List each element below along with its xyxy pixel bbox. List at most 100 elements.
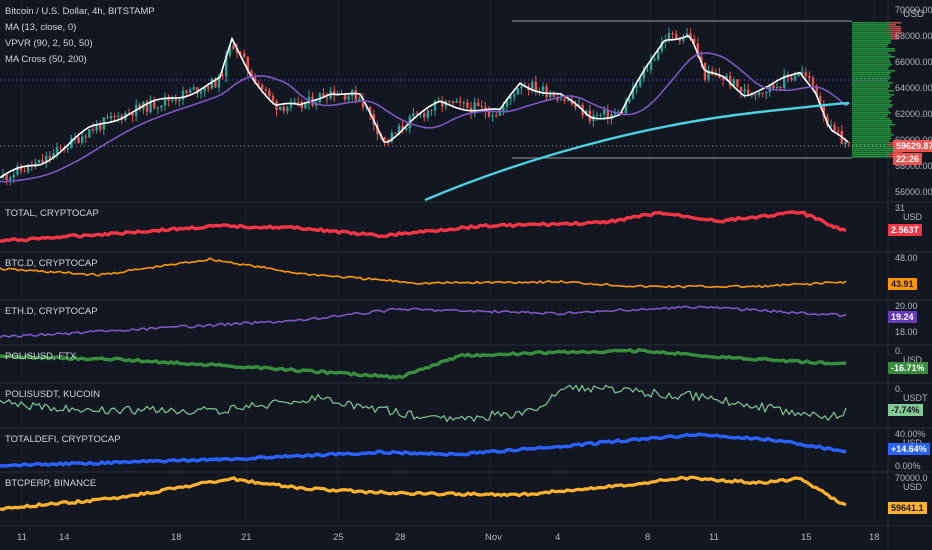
panel-value-tag-1: 2.563T — [888, 224, 923, 236]
candle-body — [624, 102, 627, 114]
vpvr-bar — [852, 106, 892, 108]
candle-body — [271, 95, 275, 101]
candle-body — [81, 136, 84, 143]
candle-body — [16, 166, 19, 175]
ma13-line — [0, 34, 849, 179]
candle-body — [757, 92, 761, 96]
symbol-title[interactable]: Bitcoin / U.S. Dollar, 4h, BITSTAMP — [5, 6, 155, 17]
candle-body — [55, 147, 59, 154]
vpvr-bar — [852, 86, 890, 88]
candle-body — [300, 101, 303, 109]
candle-body — [52, 153, 55, 159]
candle-body — [743, 89, 746, 92]
vpvr-bar — [852, 32, 889, 34]
candle-body — [815, 85, 818, 97]
panel-value-tag-3: 19.24 — [888, 311, 917, 323]
candle-body — [804, 72, 807, 77]
panel-legend-2[interactable]: BTC.D, CRYPTOCAP — [5, 258, 98, 269]
vpvr-bar — [852, 116, 887, 118]
vpvr-bar — [852, 42, 891, 44]
panel-legend-7[interactable]: BTCPERP, BINANCE — [5, 478, 97, 489]
candle-body — [455, 101, 458, 103]
candle-body — [27, 164, 30, 172]
panel-legend-5[interactable]: POLISUSDT, KUCOIN — [5, 389, 101, 400]
candle-body — [779, 86, 782, 88]
candle-body — [649, 60, 653, 70]
candle-body — [642, 70, 645, 79]
candle-body — [358, 98, 361, 101]
candle-body — [59, 147, 62, 149]
vpvr-bar — [852, 72, 891, 74]
vpvr-bar — [852, 142, 889, 144]
panel-legend-6[interactable]: TOTALDEFI, CRYPTOCAP — [5, 434, 121, 445]
candle-body — [563, 98, 566, 101]
candle-body — [696, 43, 699, 57]
vpvr-bar — [852, 24, 888, 26]
candle-body — [531, 81, 534, 91]
panel-axis-tick: 0. — [895, 346, 903, 356]
candle-body — [819, 96, 822, 106]
vpvr-bar — [852, 144, 888, 146]
candle-body — [433, 101, 437, 111]
candle-body — [325, 97, 329, 99]
candle-body — [505, 99, 509, 107]
candle-body — [639, 78, 642, 87]
candle-body — [783, 74, 786, 88]
candle-body — [199, 91, 203, 94]
vpvr-bar — [852, 60, 890, 62]
candle-body — [160, 105, 163, 108]
vpvr-bar — [887, 154, 896, 156]
candle-body — [117, 115, 120, 117]
candle-body — [772, 84, 775, 88]
candle-body — [847, 142, 851, 144]
vpvr-legend[interactable]: VPVR (90, 2, 50, 50) — [5, 38, 93, 49]
ma-legend[interactable]: MA (13, close, 0) — [5, 22, 77, 33]
candle-body — [109, 115, 113, 119]
panel-axis-tick: 0.00% — [895, 461, 921, 471]
panel-legend-4[interactable]: POLISUSD, FTX — [5, 351, 77, 362]
candle-body — [495, 115, 498, 117]
candle-body — [268, 90, 271, 96]
vpvr-bar — [889, 32, 902, 34]
candle-body — [801, 72, 804, 75]
candle-body — [279, 106, 282, 111]
vpvr-bar — [892, 152, 903, 154]
candle-body — [88, 129, 91, 138]
candle-body — [448, 100, 451, 102]
panel-series-3 — [0, 305, 847, 339]
candle-body — [189, 89, 192, 93]
candle-body — [595, 114, 599, 116]
candle-body — [401, 125, 404, 130]
candle-body — [498, 112, 501, 116]
candle-body — [613, 113, 617, 115]
panel-legend-1[interactable]: TOTAL, CRYPTOCAP — [5, 208, 99, 219]
vpvr-bar — [852, 124, 895, 126]
vpvr-bar — [852, 110, 889, 112]
vpvr-bar — [852, 88, 888, 90]
last-price-tag: 59629.87 — [893, 140, 932, 152]
candle-body — [264, 89, 267, 91]
candle-body — [646, 69, 649, 71]
time-axis-label: 21 — [241, 532, 252, 543]
vpvr-bar — [852, 70, 895, 72]
vpvr-bar — [852, 28, 888, 30]
panel-axis-tick: 0. — [895, 384, 903, 394]
candle-body — [181, 90, 185, 100]
candle-body — [574, 103, 577, 108]
candle-body — [45, 155, 48, 163]
candle-body — [703, 62, 707, 80]
panel-currency-label: USDT — [903, 393, 928, 403]
candle-body — [239, 52, 242, 54]
candle-body — [570, 100, 573, 104]
time-axis-label: 18 — [171, 532, 182, 543]
candle-body — [739, 86, 743, 92]
ma-cross-legend[interactable]: MA Cross (50, 200) — [5, 54, 87, 65]
panel-series-2 — [0, 257, 847, 289]
candle-body — [462, 102, 465, 104]
panel-legend-3[interactable]: ETH.D, CRYPTOCAP — [5, 306, 98, 317]
candle-body — [653, 59, 656, 61]
candle-body — [390, 132, 393, 142]
candle-body — [171, 99, 174, 101]
candle-body — [682, 36, 685, 41]
